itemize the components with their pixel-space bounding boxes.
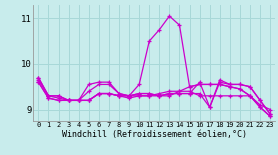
X-axis label: Windchill (Refroidissement éolien,°C): Windchill (Refroidissement éolien,°C) (62, 130, 247, 139)
